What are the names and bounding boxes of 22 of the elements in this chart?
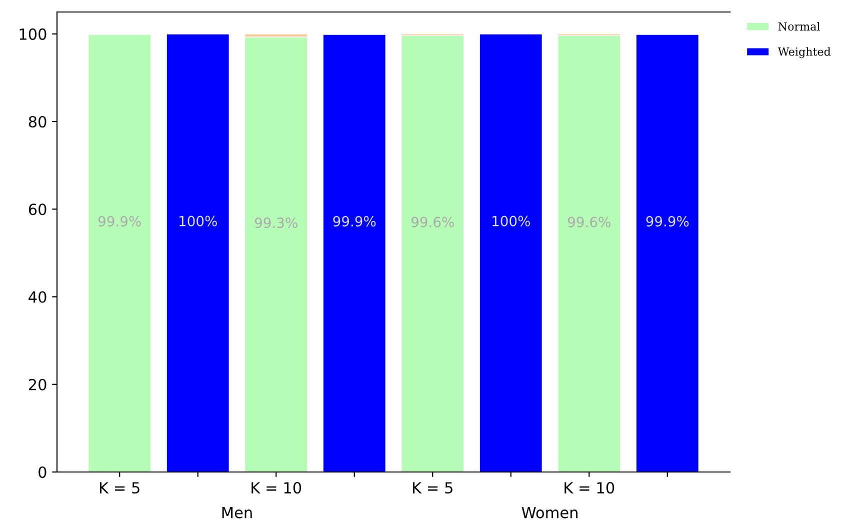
x-tick-label: K = 5 — [413, 482, 452, 494]
text: Men — [222, 506, 252, 518]
y-tick-label: 60 — [28, 204, 46, 216]
legend-label: Weighted — [778, 47, 831, 58]
y-tick-label: 20 — [28, 378, 46, 390]
data-label: 100% — [180, 216, 217, 226]
y-tick-label: 0 — [38, 466, 46, 478]
y-tick-label: 100 — [20, 28, 46, 40]
data-label: 100% — [492, 216, 530, 226]
x-tick-label: K = 10 — [564, 482, 614, 494]
y-tick-label: 80 — [28, 116, 46, 128]
y-tick-label: 40 — [28, 291, 46, 303]
data-label: 99.6% — [411, 216, 454, 228]
data-label: 99.9% — [333, 216, 376, 227]
data-label: 99.3% — [254, 218, 298, 228]
x-tick-label: K = 10 — [252, 482, 302, 494]
legend-label: Normal — [778, 22, 820, 31]
data-label: 99.9% — [646, 216, 689, 227]
x-tick-label: K = 5 — [100, 482, 140, 494]
data-label: 99.9% — [98, 216, 141, 227]
data-label: 99.6% — [568, 216, 610, 228]
text: Women — [522, 506, 578, 518]
